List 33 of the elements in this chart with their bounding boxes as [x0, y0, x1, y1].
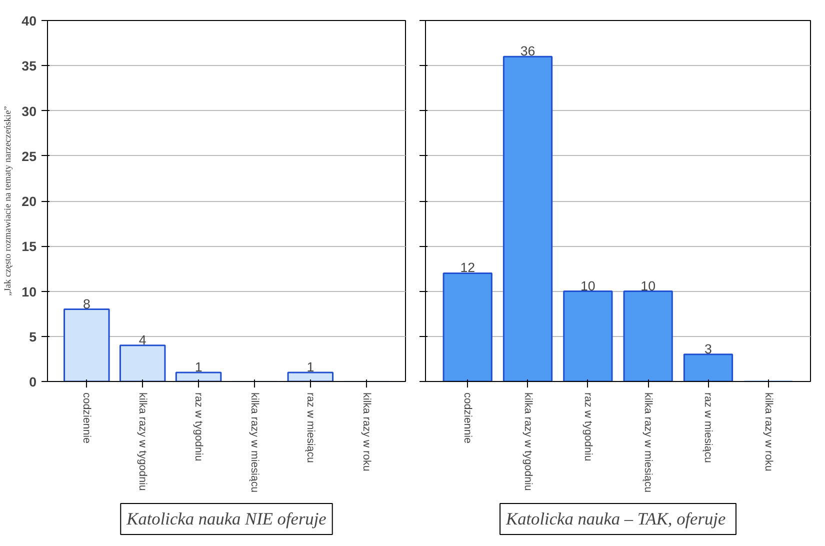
y-tick-label: 5 — [29, 329, 38, 344]
data-label: 10 — [640, 278, 656, 294]
data-label: 4 — [138, 332, 147, 348]
y-tick-label: 30 — [22, 104, 37, 119]
x-tick-label: kilka razy w miesiącu — [642, 392, 654, 493]
x-tick-label: raz w tygodniu — [192, 392, 205, 462]
y-tick-label: 15 — [22, 239, 38, 254]
y-tick-label: 10 — [22, 284, 37, 300]
x-tick-label: kilka razy w tygodniu — [136, 392, 149, 491]
x-tick-label: kilka razy w roku — [762, 392, 774, 472]
x-tick-label: kilka razy w miesiącu — [248, 392, 260, 493]
data-label: 8 — [82, 296, 90, 312]
data-label: 1 — [194, 359, 202, 374]
y-tick-label: 35 — [22, 58, 38, 74]
y-tick-label: 40 — [22, 14, 37, 28]
text: Katolicka nauka NIE oferuje — [126, 510, 327, 528]
data-label: 10 — [580, 278, 596, 294]
x-tick-label: raz w miesiącu — [702, 392, 714, 464]
x-tick-label: raz w tygodniu — [582, 392, 594, 462]
x-tick-label: kilka razy w roku — [360, 392, 372, 472]
data-label: 1 — [306, 359, 314, 374]
data-label: 36 — [520, 44, 536, 59]
y-tick-label: 25 — [22, 148, 38, 164]
x-tick-label: codziennie — [462, 392, 474, 444]
x-tick-label: codziennie — [80, 392, 93, 444]
y-tick-label: 20 — [22, 194, 37, 209]
data-label: 12 — [460, 260, 476, 276]
data-label: 3 — [704, 341, 712, 356]
y-tick-label: 0 — [29, 374, 37, 390]
x-tick-label: kilka razy w tygodniu — [522, 392, 534, 491]
x-tick-label: raz w miesiącu — [304, 392, 316, 464]
text: Katolicka nauka – TAK, oferuje — [505, 510, 726, 528]
y-axis-title: „Jak często rozmawiacie na tematy narzeczeńskie” — [4, 106, 14, 296]
